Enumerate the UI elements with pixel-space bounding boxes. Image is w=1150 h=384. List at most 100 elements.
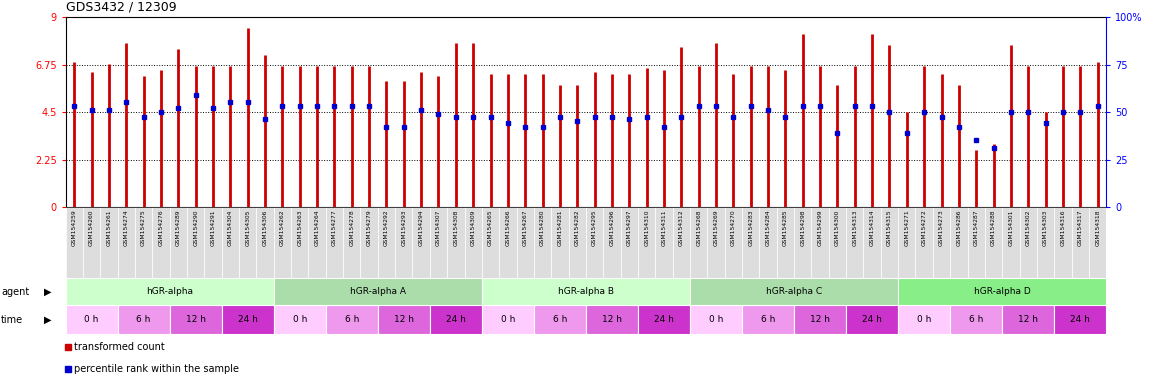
Text: 24 h: 24 h [862, 315, 882, 324]
Text: 12 h: 12 h [810, 315, 830, 324]
Text: 24 h: 24 h [1071, 315, 1090, 324]
Bar [724, 207, 742, 278]
Bar [742, 207, 759, 278]
Bar [1055, 207, 1072, 278]
Bar [135, 207, 152, 278]
Bar [1002, 207, 1020, 278]
Text: GSM154267: GSM154267 [523, 210, 528, 246]
Bar [638, 305, 690, 334]
Text: GSM154283: GSM154283 [749, 210, 753, 246]
Text: percentile rank within the sample: percentile rank within the sample [75, 364, 239, 374]
Bar [742, 305, 793, 334]
Bar [377, 207, 396, 278]
Text: GSM154268: GSM154268 [696, 210, 702, 246]
Text: GSM154304: GSM154304 [228, 210, 232, 246]
Bar [325, 305, 377, 334]
Text: hGR-alpha A: hGR-alpha A [350, 287, 406, 296]
Bar [707, 207, 724, 278]
Bar [377, 305, 430, 334]
Text: GSM154300: GSM154300 [835, 210, 840, 246]
Text: GSM154259: GSM154259 [71, 210, 77, 246]
Text: GSM154314: GSM154314 [869, 210, 875, 246]
Bar [239, 207, 256, 278]
Bar [829, 207, 846, 278]
Bar [430, 305, 482, 334]
Text: GSM154287: GSM154287 [974, 210, 979, 246]
Bar [308, 207, 325, 278]
Text: 12 h: 12 h [185, 315, 206, 324]
Text: hGR-alpha D: hGR-alpha D [974, 287, 1030, 296]
Text: 0 h: 0 h [708, 315, 723, 324]
Bar [915, 207, 933, 278]
Text: GSM154305: GSM154305 [245, 210, 251, 246]
Bar [117, 207, 135, 278]
Text: GSM154269: GSM154269 [713, 210, 719, 246]
Bar [864, 207, 881, 278]
Bar [1055, 305, 1106, 334]
Text: agent: agent [1, 287, 30, 297]
Text: ▶: ▶ [44, 287, 52, 297]
Bar [1002, 305, 1055, 334]
Text: GSM154280: GSM154280 [540, 210, 545, 246]
Text: GSM154265: GSM154265 [488, 210, 493, 246]
Bar [516, 207, 534, 278]
Bar [621, 207, 638, 278]
Bar [499, 207, 516, 278]
Text: 6 h: 6 h [969, 315, 983, 324]
Text: time: time [1, 314, 23, 325]
Text: GSM154311: GSM154311 [661, 210, 667, 246]
Text: 6 h: 6 h [345, 315, 359, 324]
Text: GSM154302: GSM154302 [1026, 210, 1030, 246]
Bar [274, 305, 325, 334]
Text: GSM154271: GSM154271 [904, 210, 910, 246]
Bar [793, 305, 846, 334]
Text: GSM154313: GSM154313 [852, 210, 857, 246]
Bar [325, 207, 343, 278]
Text: GSM154295: GSM154295 [592, 210, 597, 246]
Text: GSM154292: GSM154292 [384, 210, 389, 246]
Bar [256, 207, 274, 278]
Text: GSM154306: GSM154306 [262, 210, 268, 246]
Bar [534, 207, 551, 278]
Text: GSM154307: GSM154307 [436, 210, 440, 246]
Text: 12 h: 12 h [1018, 315, 1038, 324]
Bar [66, 207, 83, 278]
Bar [482, 278, 690, 305]
Text: hGR-alpha C: hGR-alpha C [766, 287, 822, 296]
Bar [690, 207, 707, 278]
Bar [690, 278, 898, 305]
Text: 0 h: 0 h [500, 315, 515, 324]
Bar [66, 278, 274, 305]
Bar [534, 305, 585, 334]
Text: GSM154270: GSM154270 [731, 210, 736, 246]
Bar [66, 305, 117, 334]
Bar [222, 207, 239, 278]
Text: GSM154288: GSM154288 [991, 210, 996, 246]
Bar [950, 207, 967, 278]
Text: GSM154285: GSM154285 [783, 210, 788, 246]
Text: GSM154312: GSM154312 [678, 210, 684, 246]
Text: GSM154318: GSM154318 [1095, 210, 1101, 246]
Text: GSM154277: GSM154277 [332, 210, 337, 246]
Bar [1037, 207, 1055, 278]
Bar [933, 207, 950, 278]
Bar [585, 207, 604, 278]
Bar [984, 207, 1002, 278]
Bar [482, 305, 534, 334]
Bar [1072, 207, 1089, 278]
Text: GSM154289: GSM154289 [176, 210, 181, 246]
Text: GSM154294: GSM154294 [419, 210, 423, 246]
Text: 24 h: 24 h [238, 315, 258, 324]
Text: 6 h: 6 h [137, 315, 151, 324]
Text: GSM154274: GSM154274 [124, 210, 129, 246]
Bar [170, 305, 222, 334]
Bar [812, 207, 829, 278]
Text: 6 h: 6 h [553, 315, 567, 324]
Bar [117, 305, 170, 334]
Bar [950, 305, 1003, 334]
Text: 12 h: 12 h [601, 315, 622, 324]
Text: GSM154260: GSM154260 [89, 210, 94, 246]
Bar [360, 207, 377, 278]
Bar [776, 207, 793, 278]
Bar [274, 207, 291, 278]
